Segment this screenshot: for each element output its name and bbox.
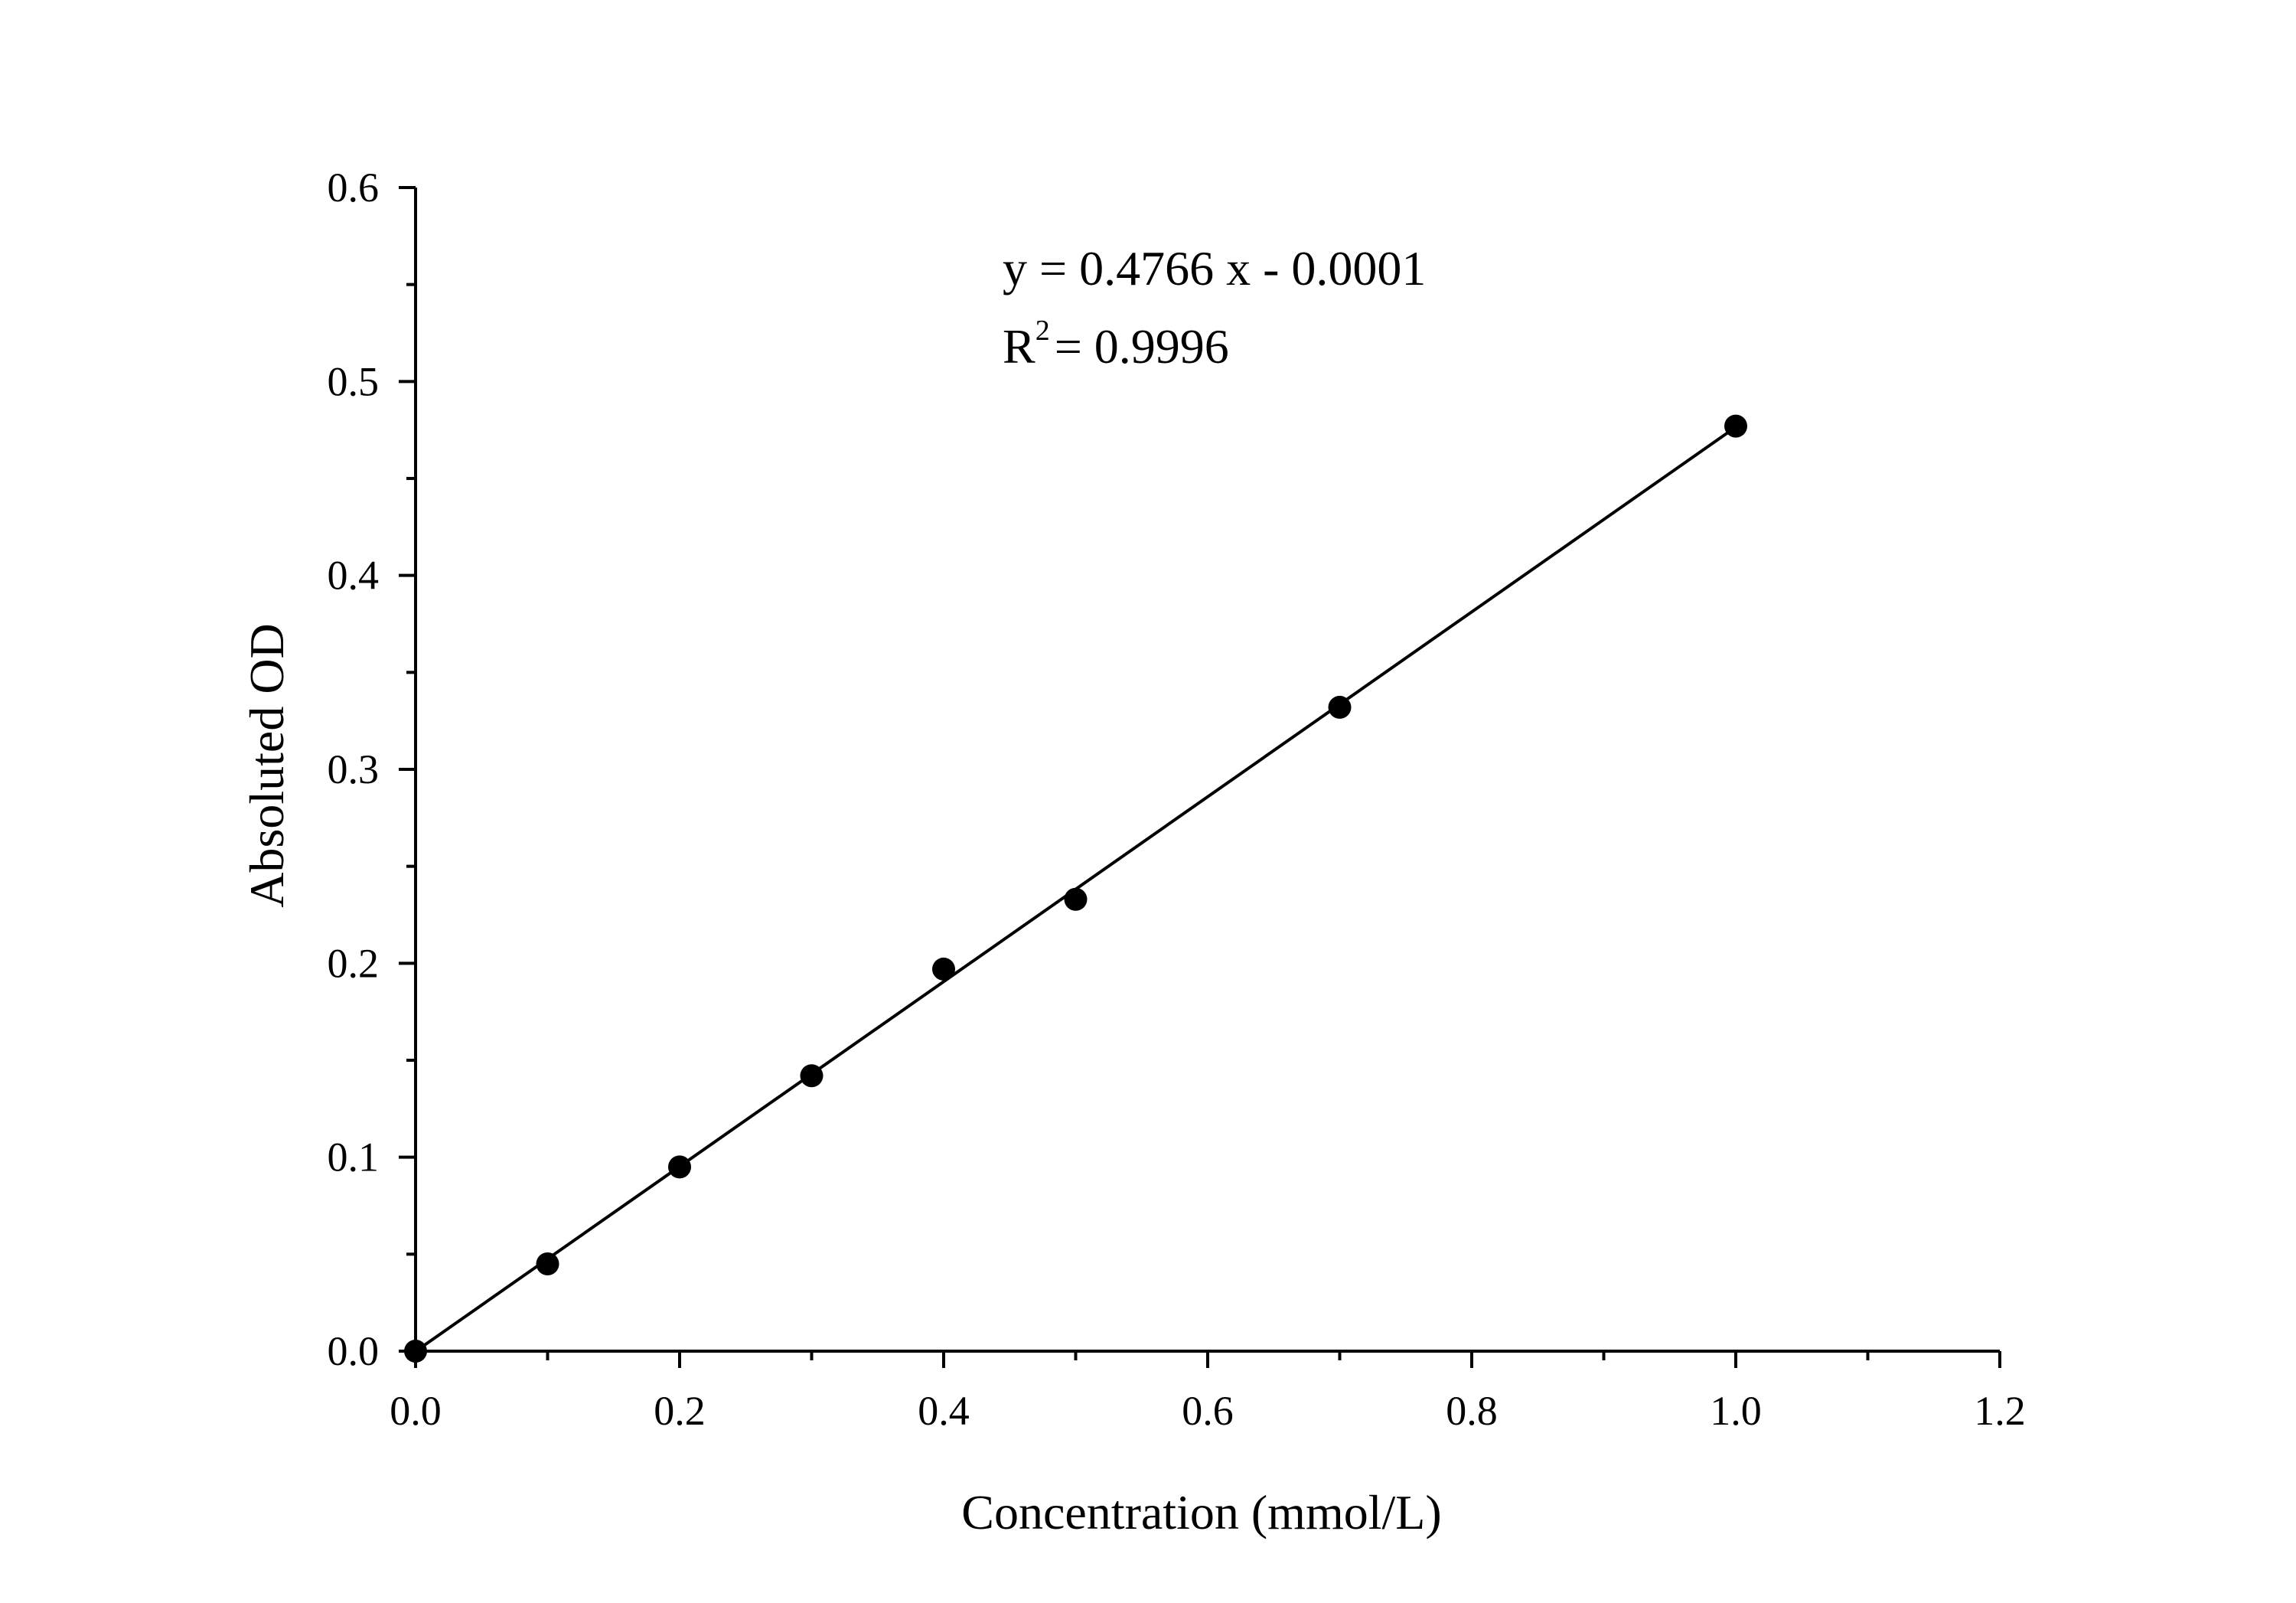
x-axis-label: Concentration (mmol/L) bbox=[961, 1485, 1441, 1539]
x-tick-label: 1.0 bbox=[1710, 1388, 1762, 1434]
data-point bbox=[800, 1064, 823, 1088]
tick-labels: 0.0 0.2 0.4 0.6 0.8 1.0 1.2 0.0 0.1 0.2 0.3 0.4 0.5 0… bbox=[328, 165, 2026, 1434]
r-squared-symbol: R bbox=[1003, 319, 1035, 374]
data-point bbox=[668, 1155, 691, 1179]
x-tick-label: 0.0 bbox=[390, 1388, 442, 1434]
r-squared-value: = 0.9996 bbox=[1055, 319, 1229, 374]
y-tick-label: 0.0 bbox=[328, 1328, 380, 1374]
y-tick-label: 0.6 bbox=[328, 165, 380, 211]
ticks bbox=[399, 186, 2001, 1368]
data-point bbox=[1064, 887, 1088, 911]
y-tick-label: 0.3 bbox=[328, 746, 380, 792]
y-tick-label: 0.5 bbox=[328, 358, 380, 404]
y-axis-label: Absoluted OD bbox=[240, 623, 294, 908]
x-tick-label: 0.6 bbox=[1182, 1388, 1234, 1434]
data-point bbox=[932, 957, 955, 981]
x-tick-label: 0.2 bbox=[654, 1388, 706, 1434]
y-tick-label: 0.1 bbox=[328, 1135, 380, 1180]
fit-equation: y = 0.4766 x - 0.0001 bbox=[1003, 241, 1426, 295]
data-point bbox=[404, 1340, 427, 1363]
data-point bbox=[1328, 695, 1352, 719]
x-tick-label: 0.8 bbox=[1446, 1388, 1498, 1434]
y-tick-label: 0.4 bbox=[328, 553, 380, 599]
x-tick-label: 0.4 bbox=[918, 1388, 970, 1434]
x-tick-label: 1.2 bbox=[1974, 1388, 2026, 1434]
data-point bbox=[1724, 414, 1747, 438]
r-squared-label: R2= 0.9996 bbox=[1003, 315, 1229, 374]
data-points bbox=[404, 414, 1747, 1363]
r-squared-exponent: 2 bbox=[1035, 315, 1050, 347]
data-point bbox=[536, 1252, 559, 1275]
y-tick-label: 0.2 bbox=[328, 940, 380, 986]
